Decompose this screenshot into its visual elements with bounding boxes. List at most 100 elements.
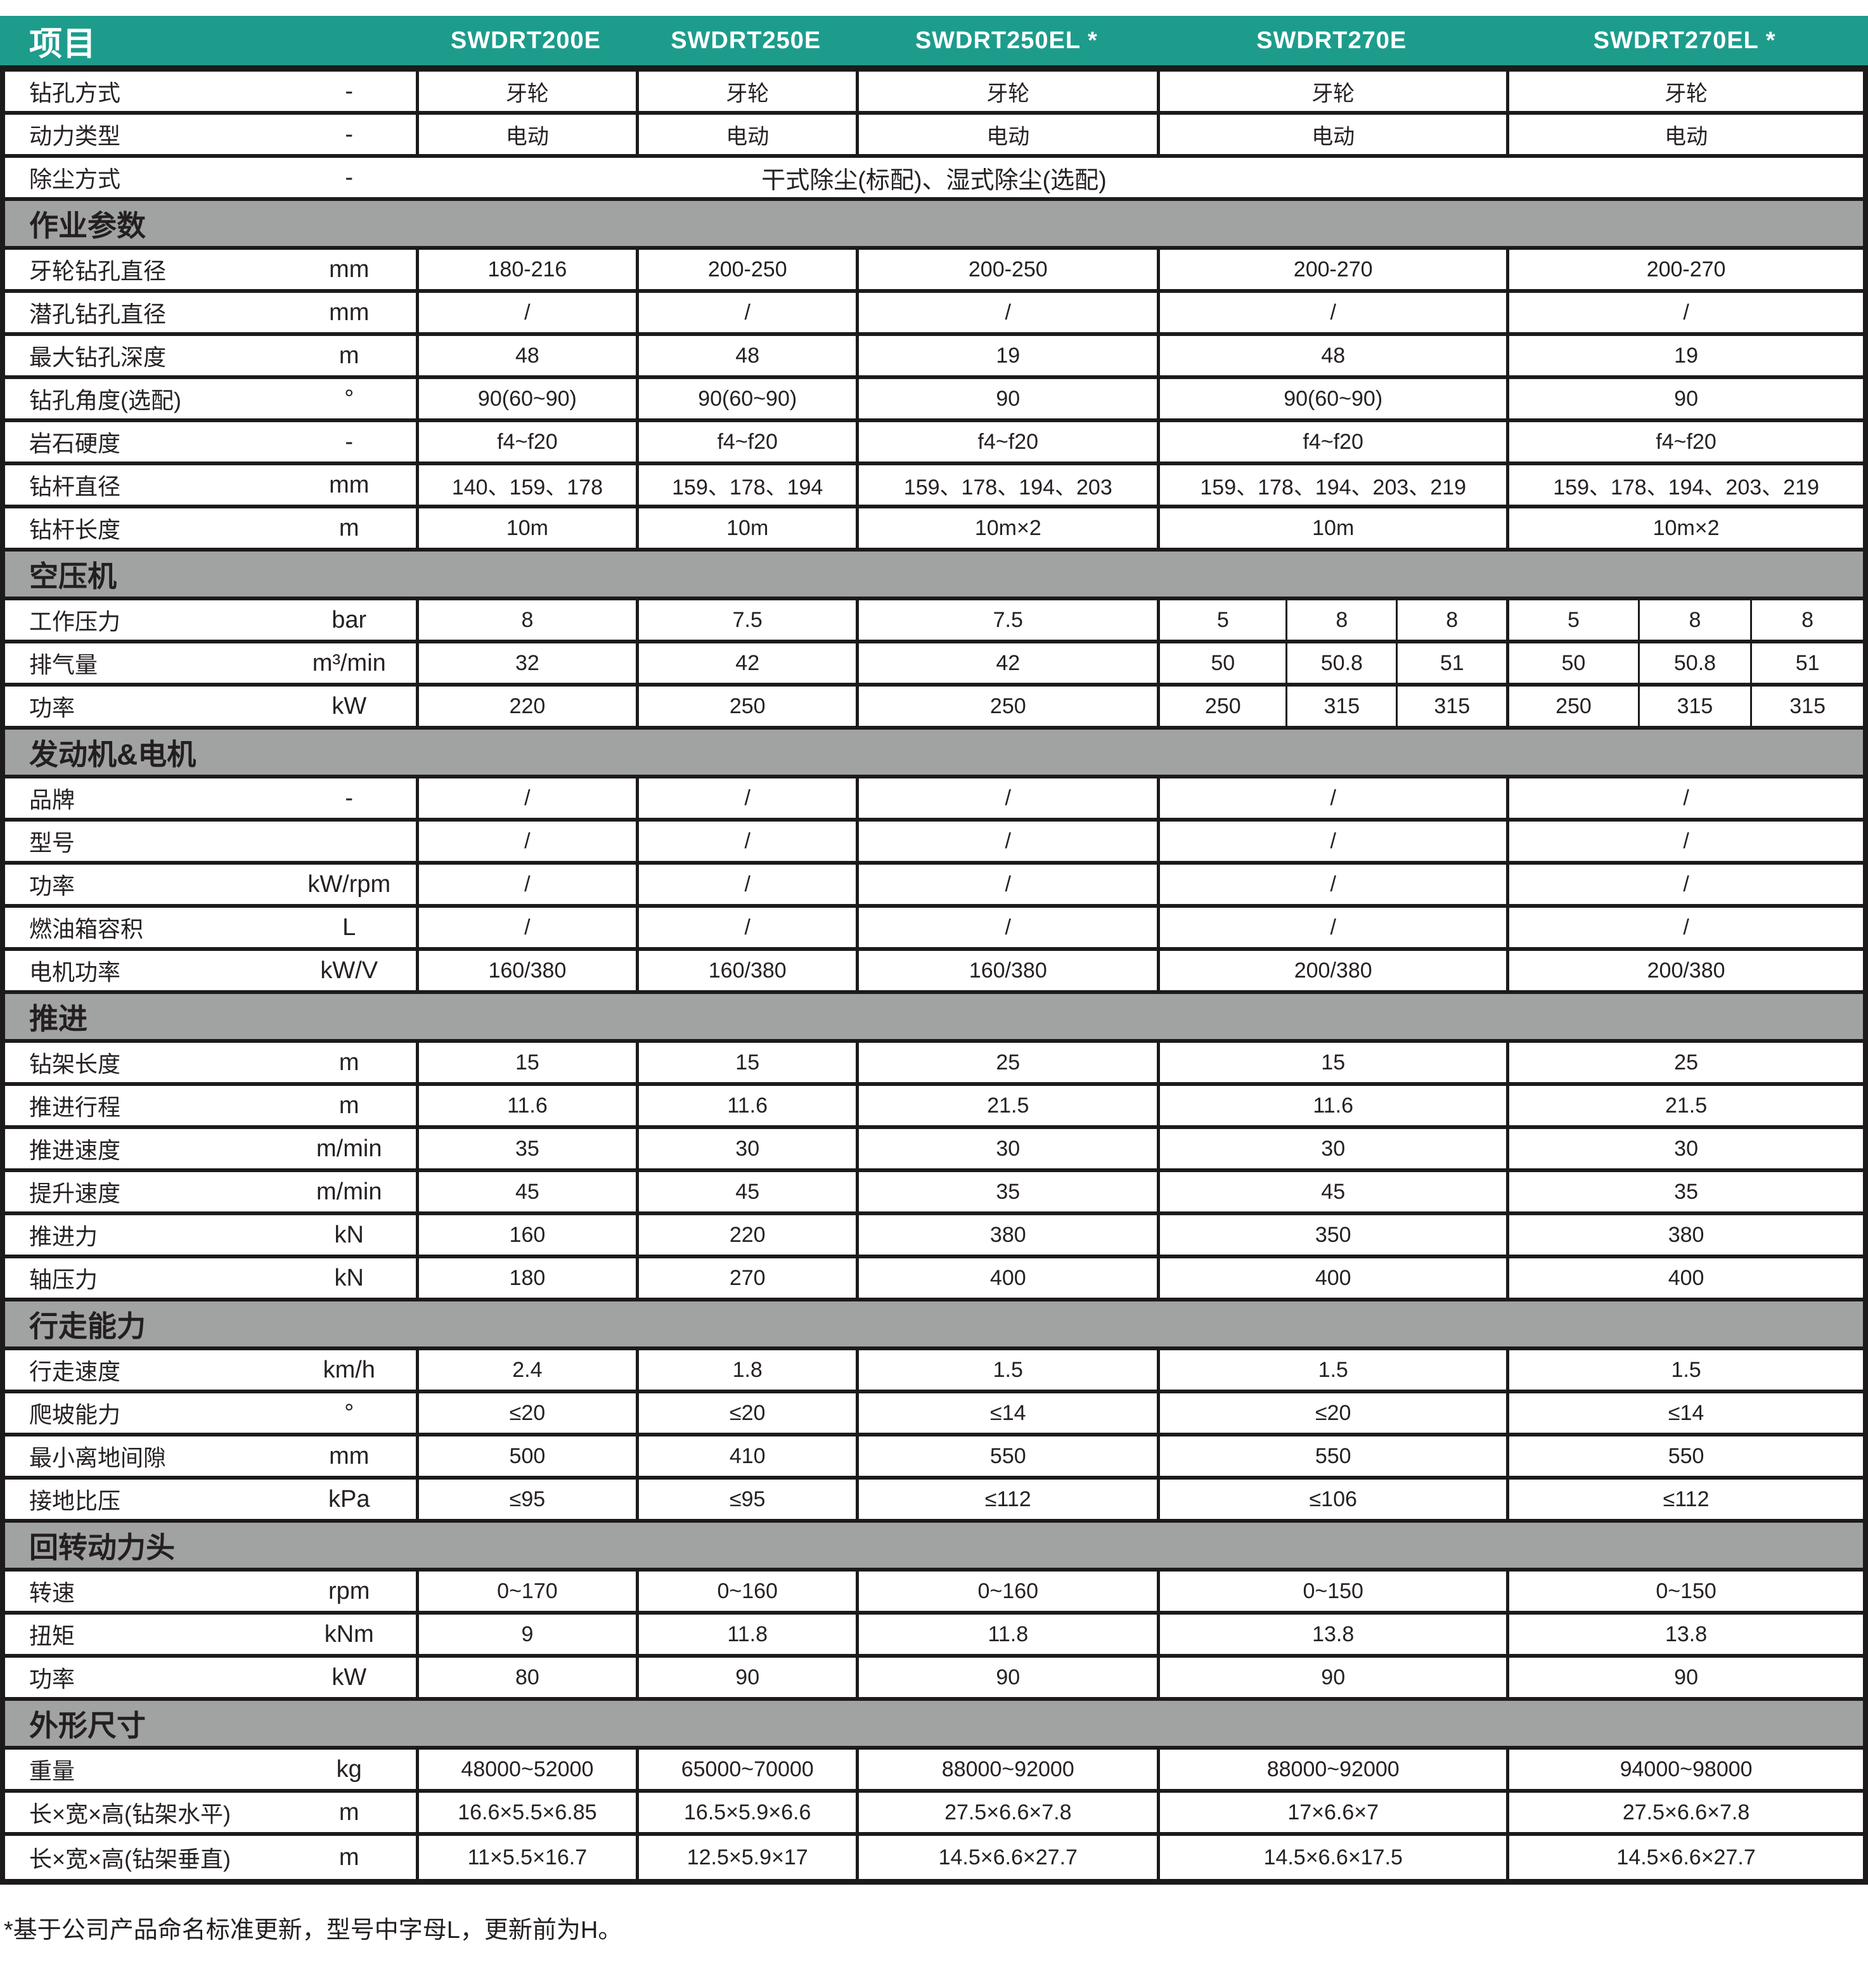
table-row: 除尘方式 - 干式除尘(标配)、湿式除尘(选配) <box>5 158 1863 201</box>
param-value: 88000~92000 <box>856 1750 1157 1789</box>
param-unit: mm <box>329 1442 370 1469</box>
table-row: 品牌 - / / / / / <box>5 778 1863 822</box>
table-row: 长×宽×高(钻架水平) m 16.6×5.5×6.85 16.5×5.9×6.6 27.… <box>5 1793 1863 1836</box>
param-value: 250 <box>856 687 1157 726</box>
param-value: 9 <box>415 1615 636 1654</box>
param-subvalue: 5 <box>1216 607 1229 632</box>
param-value: 35 <box>415 1129 636 1168</box>
param-label: 推进行程 <box>29 1094 121 1120</box>
param-value: 45 <box>415 1172 636 1211</box>
param-value: 200-270 <box>1506 250 1863 289</box>
param-value: / <box>415 865 636 904</box>
param-value: 42 <box>636 643 856 683</box>
table-row: 钻架长度 m 15 15 25 15 25 <box>5 1043 1863 1086</box>
param-value: ≤14 <box>1506 1393 1863 1433</box>
param-unit: m/min <box>316 1178 382 1205</box>
param-value: 30 <box>1506 1129 1863 1168</box>
param-label-cell: 排气量 m³/min <box>5 643 416 683</box>
param-value: / <box>1506 865 1863 904</box>
param-label: 推进力 <box>29 1223 98 1249</box>
param-value: 1.5 <box>1157 1350 1506 1390</box>
param-unit: - <box>345 784 354 811</box>
param-subvalue: 315 <box>1637 687 1751 726</box>
param-label-cell: 功率 kW <box>5 687 416 726</box>
merged-value: 干式除尘(标配)、湿式除尘(选配) <box>761 167 1107 194</box>
table-body: 钻孔方式 - 牙轮 牙轮 牙轮 牙轮 牙轮 动力类型 - 电动 电动 电动 电动 电动 除尘方式 - 干式除尘(… <box>0 72 1868 1885</box>
param-value: 12.5×5.9×17 <box>636 1836 856 1879</box>
section-title: 空压机 <box>29 559 117 593</box>
param-value: ≤112 <box>856 1480 1157 1519</box>
section-header: 发动机&电机 <box>5 730 1863 778</box>
param-value: 10m×2 <box>1506 508 1863 548</box>
param-unit: m <box>338 514 359 541</box>
param-value: / <box>636 865 856 904</box>
param-value: 90 <box>636 1658 856 1697</box>
param-value: 200-270 <box>1157 250 1506 289</box>
param-label-cell: 转速 rpm <box>5 1572 416 1611</box>
param-value: 250 <box>636 687 856 726</box>
param-label-cell: 推进行程 m <box>5 1086 416 1125</box>
param-value: 牙轮 <box>636 72 856 111</box>
param-unit: kW/rpm <box>307 870 391 898</box>
param-value: 14.5×6.6×17.5 <box>1157 1836 1506 1879</box>
param-value: f4~f20 <box>1157 422 1506 462</box>
param-value: 200-250 <box>856 250 1157 289</box>
param-value: 21.5 <box>856 1086 1157 1125</box>
param-label-cell: 除尘方式 - <box>5 158 416 197</box>
param-label-cell: 最大钻孔深度 m <box>5 336 416 375</box>
param-value: 15 <box>1157 1043 1506 1082</box>
param-label-cell: 潜孔钻孔直径 mm <box>5 293 416 332</box>
param-label-cell: 爬坡能力 ° <box>5 1393 416 1433</box>
param-value-group: 50 50.8 51 <box>1506 643 1863 683</box>
param-value: 270 <box>636 1258 856 1298</box>
param-value: 30 <box>636 1129 856 1168</box>
param-value: 200/380 <box>1157 951 1506 990</box>
param-value: 电动 <box>1157 115 1506 154</box>
param-value: f4~f20 <box>415 422 636 462</box>
param-unit: m <box>338 1798 359 1826</box>
param-unit: km/h <box>323 1356 375 1383</box>
param-value: 电动 <box>415 115 636 154</box>
param-label: 转速 <box>29 1580 75 1606</box>
param-value: 牙轮 <box>1157 72 1506 111</box>
param-unit: m <box>338 342 359 369</box>
param-value: 10m×2 <box>856 508 1157 548</box>
param-value: 400 <box>1157 1258 1506 1298</box>
param-value: 0~150 <box>1506 1572 1863 1611</box>
param-value: 94000~98000 <box>1506 1750 1863 1789</box>
param-value: 380 <box>1506 1215 1863 1255</box>
param-value: 7.5 <box>856 600 1157 640</box>
param-label-cell: 钻孔角度(选配) ° <box>5 379 416 418</box>
table-row: 功率 kW 80 90 90 90 90 <box>5 1658 1863 1701</box>
param-value: 19 <box>1506 336 1863 375</box>
table-row: 提升速度 m/min 45 45 35 45 35 <box>5 1172 1863 1215</box>
table-row: 钻孔方式 - 牙轮 牙轮 牙轮 牙轮 牙轮 <box>5 72 1863 115</box>
param-value: 27.5×6.6×7.8 <box>856 1793 1157 1832</box>
param-unit: kNm <box>324 1620 374 1648</box>
param-value: 90(60~90) <box>1157 379 1506 418</box>
param-value: 42 <box>856 643 1157 683</box>
param-value: 550 <box>1506 1436 1863 1476</box>
param-subvalue: 50 <box>1211 650 1235 675</box>
param-label: 钻架长度 <box>29 1051 121 1077</box>
column-header-model: SWDRT200E <box>450 27 601 54</box>
param-label: 钻孔方式 <box>29 80 121 106</box>
param-value: 1.8 <box>636 1350 856 1390</box>
param-value: 21.5 <box>1506 1086 1863 1125</box>
param-value: 48 <box>1157 336 1506 375</box>
param-label: 电机功率 <box>29 959 121 985</box>
param-value: 0~160 <box>856 1572 1157 1611</box>
param-subvalue: 51 <box>1396 643 1506 683</box>
param-value: / <box>1157 293 1506 332</box>
param-unit: ° <box>344 1399 354 1426</box>
section-header: 空压机 <box>5 552 1863 600</box>
param-value-group: 250 315 315 <box>1506 687 1863 726</box>
param-subvalue: 315 <box>1750 687 1863 726</box>
param-value: 48000~52000 <box>415 1750 636 1789</box>
param-value: / <box>636 908 856 947</box>
param-value: 45 <box>1157 1172 1506 1211</box>
param-label-cell: 岩石硬度 - <box>5 422 416 462</box>
param-label-cell: 行走速度 km/h <box>5 1350 416 1390</box>
table-row: 行走速度 km/h 2.4 1.8 1.5 1.5 1.5 <box>5 1350 1863 1393</box>
param-value: 159、178、194、203 <box>856 465 1157 505</box>
